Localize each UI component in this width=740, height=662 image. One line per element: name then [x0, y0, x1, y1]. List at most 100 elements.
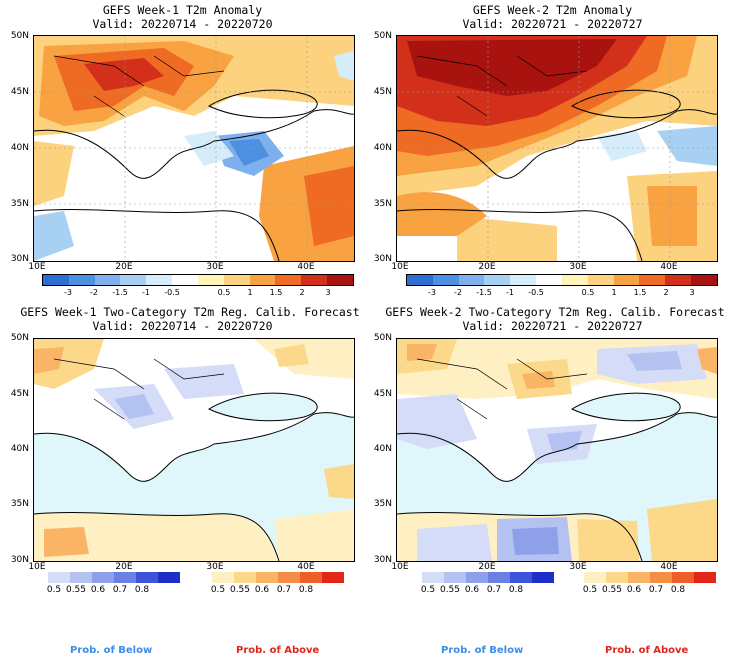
- below-colorbar: [48, 572, 180, 583]
- colorbar-swatch: [561, 275, 588, 285]
- panel-title: GEFS Week-1 T2m Anomaly: [102, 3, 263, 17]
- colorbar-tick-label: 0.7: [648, 585, 664, 595]
- prob-below-label: Prob. of Below: [441, 645, 524, 656]
- above-colorbar: [212, 572, 344, 583]
- lat-label: 30N: [373, 555, 392, 565]
- colorbar-swatch: [432, 275, 459, 285]
- colorbar-swatch: [510, 275, 537, 285]
- colorbar-swatch: [256, 572, 278, 583]
- colorbar-swatch: [197, 275, 224, 285]
- below-colorbar-ticks: 0.5 0.55 0.6 0.7 0.8: [44, 585, 176, 595]
- panel-valid-dates: Valid: 20220721 - 20220727: [462, 319, 643, 333]
- lon-label: 20E: [478, 262, 496, 272]
- colorbar-swatch: [114, 572, 136, 583]
- colorbar-tick-label: 0.8: [134, 585, 150, 595]
- colorbar-swatch: [275, 275, 302, 285]
- colorbar-tick-label: -1: [142, 288, 150, 297]
- lat-label: 40N: [10, 444, 29, 454]
- colorbar-tick-label: 1.5: [269, 288, 283, 297]
- colorbar-tick-label: 3: [325, 288, 331, 297]
- colorbar-swatch: [672, 572, 694, 583]
- colorbar-tick-label: 1.5: [633, 288, 647, 297]
- colorbar-swatch: [510, 572, 532, 583]
- probability-map: [396, 338, 718, 562]
- lat-label: 50N: [373, 333, 392, 343]
- lat-label: 40N: [10, 143, 29, 153]
- colorbar-swatch: [532, 572, 554, 583]
- colorbar-swatch: [136, 572, 158, 583]
- colorbar-swatch: [587, 275, 614, 285]
- lat-label: 40N: [373, 444, 392, 454]
- prob-above-label: Prob. of Above: [236, 645, 320, 656]
- lon-label: 10E: [28, 262, 46, 272]
- colorbar-tick-label: 0.5: [581, 288, 595, 297]
- colorbar-swatch: [488, 572, 510, 583]
- colorbar-swatch: [249, 275, 276, 285]
- colorbar-swatch: [172, 275, 198, 285]
- colorbar-tick-label: 0.5: [420, 585, 436, 595]
- colorbar-tick-label: 0.55: [65, 585, 87, 595]
- lat-label: 50N: [373, 31, 392, 41]
- lon-label: 40E: [297, 262, 315, 272]
- lat-label: 35N: [10, 199, 29, 209]
- lon-label: 40E: [660, 562, 678, 572]
- colorbar-swatch: [212, 572, 234, 583]
- colorbar-tick-label: -2: [90, 288, 98, 297]
- colorbar-swatch: [70, 572, 92, 583]
- colorbar-tick-label: -1.5: [476, 288, 492, 297]
- colorbar-tick-label: 0.6: [90, 585, 106, 595]
- lat-label: 35N: [373, 199, 392, 209]
- colorbar-tick-label: -1: [506, 288, 514, 297]
- lon-label: 10E: [391, 262, 409, 272]
- anomaly-colorbar: [406, 274, 718, 286]
- colorbar-tick-label: 0.8: [298, 585, 314, 595]
- panel-valid-dates: Valid: 20220714 - 20220720: [92, 17, 273, 31]
- panel-week2-probability: GEFS Week-2 Two-Category T2m Reg. Calib.…: [370, 300, 740, 600]
- anomaly-colorbar-ticks: -3 -2 -1.5 -1 -0.5 0.5 1 1.5 2 3: [42, 288, 354, 298]
- colorbar-swatch: [484, 275, 511, 285]
- lat-label: 50N: [10, 31, 29, 41]
- colorbar-tick-label: 2: [663, 288, 669, 297]
- lat-label: 30N: [10, 254, 29, 264]
- colorbar-swatch: [536, 275, 562, 285]
- above-colorbar-ticks: 0.5 0.55 0.6 0.7 0.8: [580, 585, 712, 595]
- lat-label: 45N: [373, 389, 392, 399]
- probability-map: [33, 338, 355, 562]
- colorbar-swatch: [422, 572, 444, 583]
- lat-label: 30N: [10, 555, 29, 565]
- colorbar-tick-label: -1.5: [112, 288, 128, 297]
- lon-label: 10E: [28, 562, 46, 572]
- colorbar-tick-label: 0.5: [217, 288, 231, 297]
- colorbar-swatch: [327, 275, 353, 285]
- colorbar-tick-label: 0.6: [464, 585, 480, 595]
- colorbar-tick-label: 1: [611, 288, 617, 297]
- panel-valid-dates: Valid: 20220721 - 20220727: [462, 17, 643, 31]
- colorbar-tick-label: 0.7: [276, 585, 292, 595]
- colorbar-swatch: [628, 572, 650, 583]
- colorbar-tick-label: 0.5: [46, 585, 62, 595]
- colorbar-swatch: [92, 572, 114, 583]
- colorbar-swatch: [665, 275, 692, 285]
- colorbar-tick-label: 0.7: [112, 585, 128, 595]
- colorbar-tick-label: 0.6: [626, 585, 642, 595]
- anomaly-colorbar-ticks: -3 -2 -1.5 -1 -0.5 0.5 1 1.5 2 3: [406, 288, 718, 298]
- panel-week2-anomaly: GEFS Week-2 T2m Anomaly Valid: 20220721 …: [370, 0, 740, 300]
- prob-below-label: Prob. of Below: [70, 645, 153, 656]
- anomaly-colorbar: [42, 274, 354, 286]
- colorbar-tick-label: 0.55: [229, 585, 251, 595]
- lat-label: 45N: [10, 87, 29, 97]
- colorbar-swatch: [234, 572, 256, 583]
- panel-title: GEFS Week-1 Two-Category T2m Reg. Calib.…: [20, 305, 360, 319]
- colorbar-swatch: [158, 572, 180, 583]
- anomaly-map: [396, 35, 718, 262]
- colorbar-tick-label: -2: [454, 288, 462, 297]
- below-colorbar-ticks: 0.5 0.55 0.6 0.7 0.8: [418, 585, 550, 595]
- panel-valid-dates: Valid: 20220714 - 20220720: [92, 319, 273, 333]
- lon-label: 20E: [115, 262, 133, 272]
- lon-label: 20E: [115, 562, 133, 572]
- lat-label: 40N: [373, 143, 392, 153]
- colorbar-swatch: [650, 572, 672, 583]
- colorbar-swatch: [301, 275, 328, 285]
- lon-label: 10E: [391, 562, 409, 572]
- colorbar-tick-label: -0.5: [528, 288, 544, 297]
